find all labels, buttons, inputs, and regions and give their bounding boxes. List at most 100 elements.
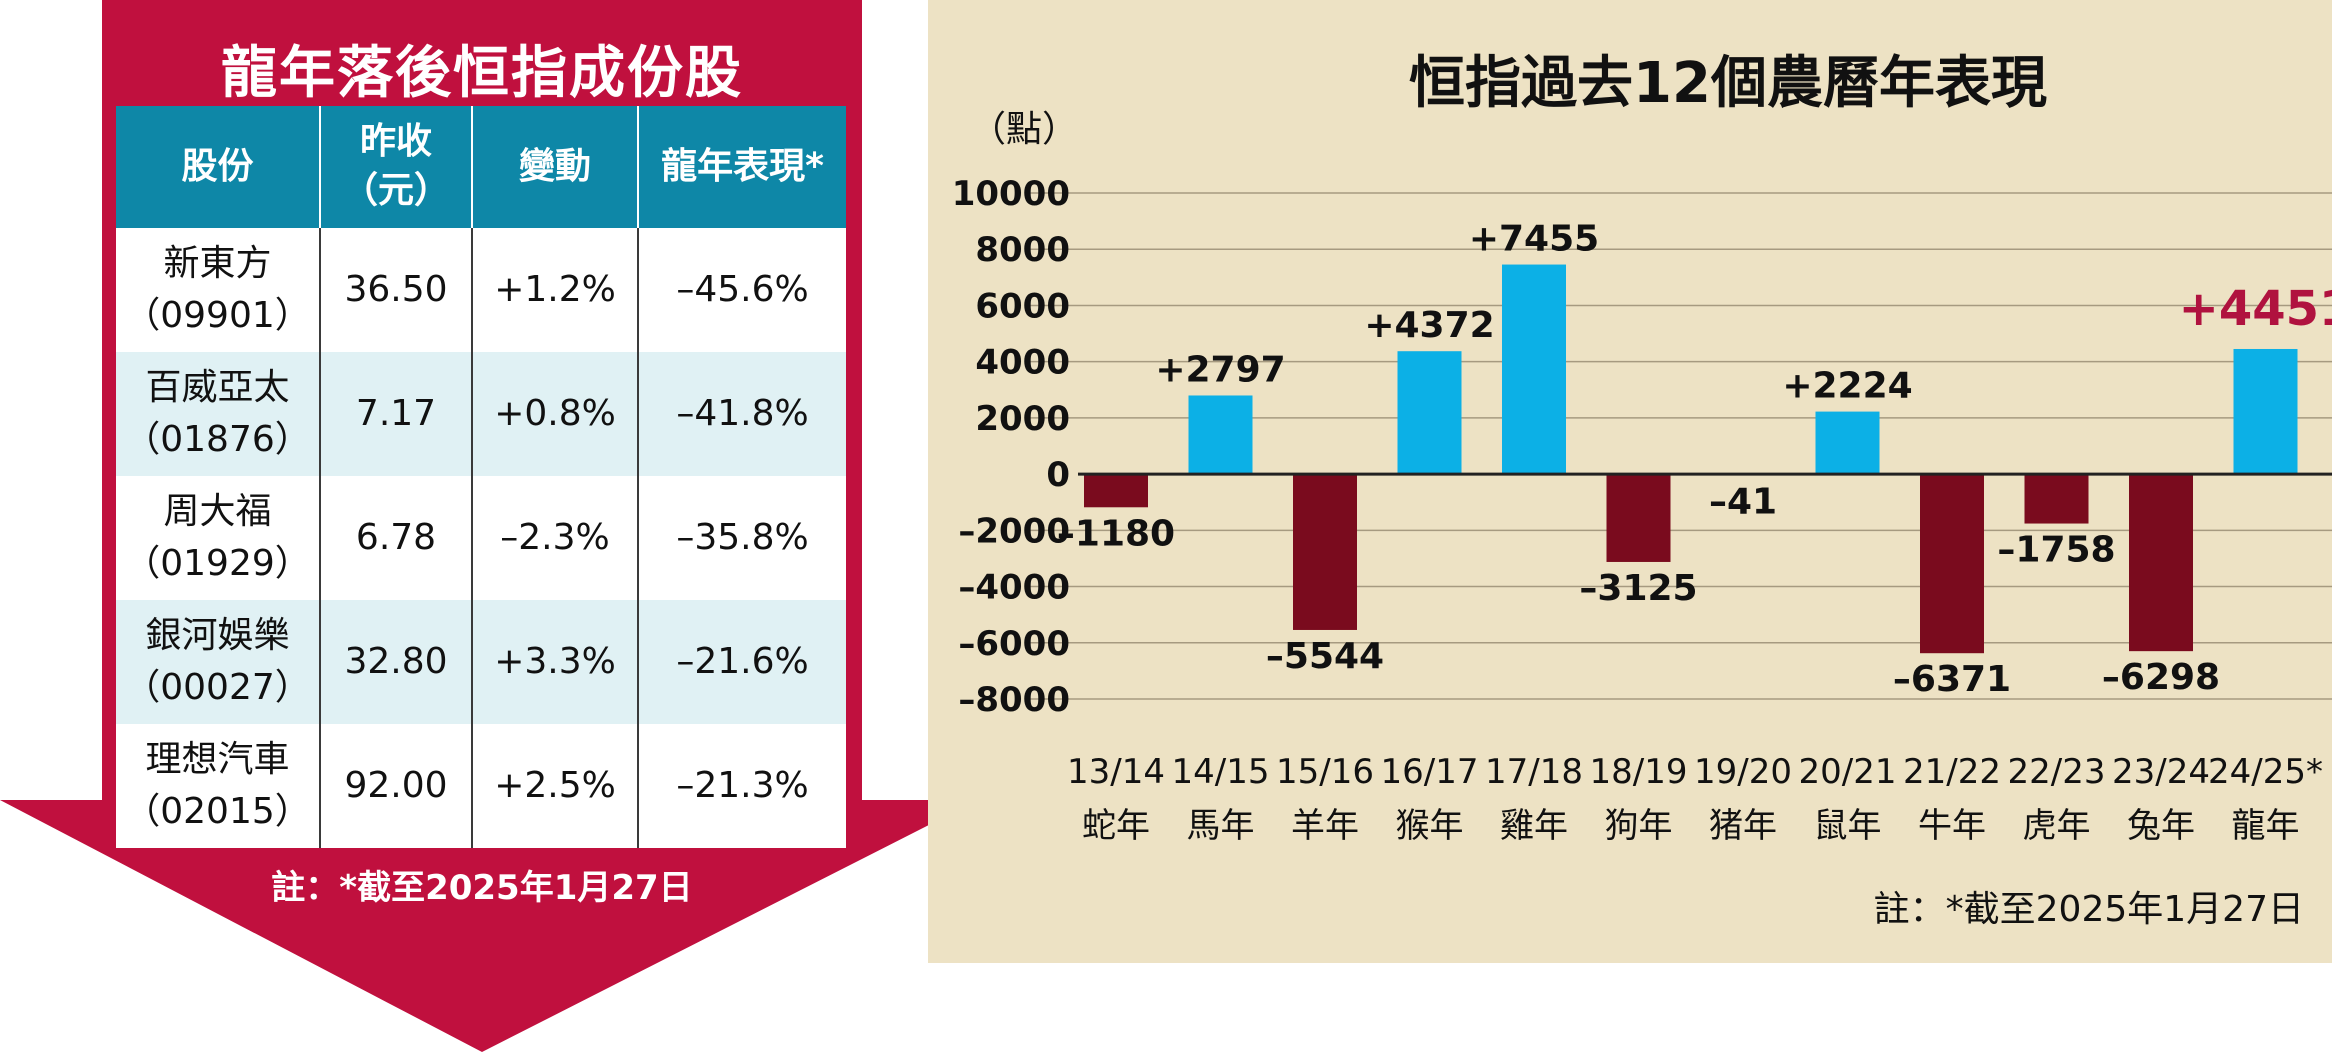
header-close-label: 昨收 （元） — [341, 121, 450, 211]
bar — [1606, 474, 1671, 562]
category-label: 18/19 — [1590, 752, 1688, 792]
performance-cell: –41.8% — [638, 352, 846, 476]
performance-cell: –21.6% — [638, 600, 846, 724]
bar — [1293, 474, 1357, 630]
table-row: 銀河娛樂 （00027） 32.80 +3.3% –21.6% — [116, 600, 846, 724]
y-tick-label: –4000 — [958, 568, 1070, 608]
left-title: 龍年落後恒指成份股 — [221, 41, 743, 106]
zodiac-label: 猴年 — [1396, 806, 1464, 846]
stock-table: 股份 昨收 （元） 變動 龍年表現* 新東方 （09901） 36.50 +1.2% –… — [116, 106, 846, 848]
change-cell: +0.8% — [472, 352, 639, 476]
zodiac-label: 羊年 — [1291, 806, 1359, 846]
table-row: 百威亞太 （01876） 7.17 +0.8% –41.8% — [116, 352, 846, 476]
close-price-cell: 92.00 — [320, 724, 473, 848]
close-price-cell: 36.50 — [320, 228, 473, 352]
data-label: –1180 — [1057, 513, 1175, 554]
bar-chart: 10000 8000 6000 4000 2000 0 –2000 –4000 –6000 –80… — [952, 174, 2332, 846]
table-row: 周大福 （01929） 6.78 –2.3% –35.8% — [116, 476, 846, 600]
stock-code: （01876） — [124, 419, 311, 460]
stock-code: （09901） — [124, 295, 311, 336]
bar — [1815, 411, 1880, 475]
stock-name: 理想汽車 — [145, 738, 290, 780]
performance-cell: –21.3% — [638, 724, 846, 848]
zodiac-label: 鼠年 — [1814, 806, 1882, 846]
category-label: 23/24 — [2112, 752, 2210, 792]
bar — [1397, 351, 1462, 475]
zodiac-label: 龍年 — [2232, 806, 2300, 846]
y-tick-label: 2000 — [975, 399, 1070, 439]
zodiac-label: 虎年 — [2023, 806, 2091, 846]
category-label: 19/20 — [1694, 752, 1792, 792]
change-cell: –2.3% — [472, 476, 639, 600]
bar — [1920, 474, 1984, 654]
header-stock: 股份 — [116, 106, 321, 228]
close-price-cell: 7.17 — [320, 352, 473, 476]
bar — [2129, 474, 2193, 652]
bar — [2024, 474, 2089, 524]
y-tick-label: –6000 — [958, 624, 1070, 664]
stock-code: （02015） — [124, 791, 311, 832]
category-label: 14/15 — [1172, 752, 1270, 792]
y-tick-label: 8000 — [975, 230, 1070, 270]
change-cell: +3.3% — [472, 600, 639, 724]
left-footnote: 註：*截至2025年1月27日 — [271, 868, 693, 908]
zodiac-label: 狗年 — [1605, 806, 1673, 846]
data-label: –3125 — [1579, 568, 1697, 609]
zodiac-label: 兔年 — [2127, 806, 2195, 846]
header-close: 昨收 （元） — [320, 106, 473, 228]
performance-cell: –45.6% — [638, 228, 846, 352]
bar — [2233, 348, 2298, 475]
y-tick-label: 4000 — [975, 343, 1070, 383]
bar — [1502, 264, 1566, 475]
data-label: –41 — [1709, 481, 1777, 522]
stock-name-cell: 銀河娛樂 （00027） — [116, 600, 321, 724]
data-label: –5544 — [1266, 636, 1384, 677]
close-price-cell: 6.78 — [320, 476, 473, 600]
close-price-cell: 32.80 — [320, 600, 473, 724]
category-label: 15/16 — [1276, 752, 1374, 792]
zodiac-label: 牛年 — [1918, 806, 1986, 846]
data-label: +2224 — [1782, 366, 1912, 407]
data-label: +4372 — [1364, 305, 1494, 346]
category-label: 21/22 — [1903, 752, 2001, 792]
y-tick-label: 0 — [1046, 455, 1070, 495]
header-change: 變動 — [472, 106, 639, 228]
stock-name: 新東方 — [163, 242, 272, 284]
performance-cell: –35.8% — [638, 476, 846, 600]
zodiac-label: 馬年 — [1187, 806, 1255, 846]
stock-name: 周大福 — [163, 490, 272, 532]
stock-name: 百威亞太 — [145, 366, 290, 408]
category-label: 17/18 — [1485, 752, 1583, 792]
data-label: +7455 — [1469, 219, 1599, 260]
stock-name-cell: 百威亞太 （01876） — [116, 352, 321, 476]
data-label: –6298 — [2102, 657, 2220, 698]
data-label: +4451 — [2179, 281, 2332, 337]
stock-name: 銀河娛樂 — [145, 614, 290, 656]
stock-code: （00027） — [124, 667, 311, 708]
category-label: 20/21 — [1799, 752, 1897, 792]
zodiac-label: 雞年 — [1500, 806, 1568, 846]
y-axis-unit: （點） — [970, 109, 1079, 150]
stock-name-cell: 新東方 （09901） — [116, 228, 321, 352]
chart-title: 恒指過去12個農曆年表現 — [1409, 51, 2047, 116]
zodiac-label: 猪年 — [1709, 806, 1777, 846]
y-tick-label: –8000 — [958, 680, 1070, 720]
table-row: 新東方 （09901） 36.50 +1.2% –45.6% — [116, 228, 846, 352]
change-cell: +2.5% — [472, 724, 639, 848]
header-performance: 龍年表現* — [638, 106, 846, 228]
change-cell: +1.2% — [472, 228, 639, 352]
chart-footnote: 註：*截至2025年1月27日 — [1873, 889, 2304, 930]
data-label: +2797 — [1155, 349, 1285, 390]
table-header-row: 股份 昨收 （元） 變動 龍年表現* — [116, 106, 846, 228]
y-tick-label: 10000 — [952, 174, 1070, 214]
left-panel: 龍年落後恒指成份股 股份 昨收 （元） 變動 龍年表現* 新東方 （09901） 3… — [0, 0, 980, 1055]
stock-code: （01929） — [124, 543, 311, 584]
category-label: 22/23 — [2008, 752, 2106, 792]
stock-name-cell: 周大福 （01929） — [116, 476, 321, 600]
category-label: 16/17 — [1381, 752, 1479, 792]
category-label: 13/14 — [1067, 752, 1165, 792]
category-label: 24/25* — [2208, 752, 2323, 792]
zodiac-label: 蛇年 — [1082, 806, 1150, 846]
stock-name-cell: 理想汽車 （02015） — [116, 724, 321, 848]
bar — [1084, 474, 1148, 508]
